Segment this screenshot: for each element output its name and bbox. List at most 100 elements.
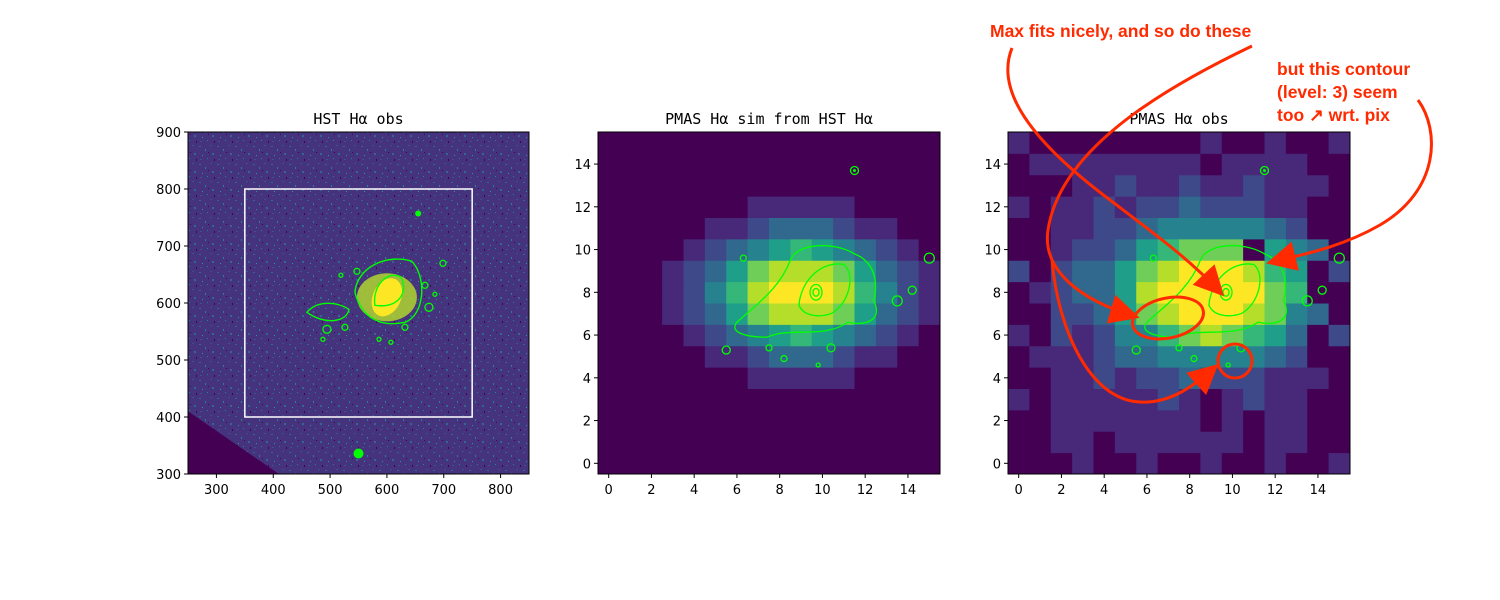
pixel xyxy=(598,238,620,261)
circle-small-blob xyxy=(1216,342,1254,380)
pixel xyxy=(619,196,642,218)
y-tick-label: 0 xyxy=(993,457,1001,472)
pixel xyxy=(1307,260,1330,283)
pixel xyxy=(1264,132,1287,154)
pixel xyxy=(918,303,941,325)
pixel xyxy=(790,153,813,176)
pixel xyxy=(833,367,855,389)
pixel xyxy=(790,431,813,454)
pixel xyxy=(1264,367,1287,389)
pixel xyxy=(918,174,941,197)
contour-clump xyxy=(439,259,447,267)
pixel xyxy=(897,452,920,475)
pixel xyxy=(1179,153,1201,176)
pixel xyxy=(1072,132,1094,154)
pixel xyxy=(1200,324,1223,347)
pixel xyxy=(1307,281,1330,304)
plot-frame xyxy=(597,131,941,475)
pixel xyxy=(1221,388,1244,411)
x-tick-label: 10 xyxy=(814,483,831,498)
pixel xyxy=(747,409,770,432)
x-tick-label: 8 xyxy=(1186,483,1194,498)
pixel xyxy=(619,324,642,347)
x-tick-label: 700 xyxy=(431,483,456,498)
contour-clump xyxy=(815,362,821,368)
pixel xyxy=(790,174,813,197)
pixel xyxy=(790,324,813,347)
pixel xyxy=(1200,132,1223,154)
pixel xyxy=(683,431,706,454)
pixel xyxy=(1200,431,1223,454)
pixel xyxy=(1093,153,1116,176)
pixel xyxy=(897,431,920,454)
pixel xyxy=(1136,281,1159,304)
contour-clump xyxy=(388,339,394,345)
y-tick-label: 0 xyxy=(583,457,591,472)
pixel xyxy=(683,238,706,261)
pixel xyxy=(726,238,749,261)
contour-outer xyxy=(354,258,423,325)
pixel xyxy=(811,196,834,218)
pixel xyxy=(1243,324,1265,347)
contour-peak xyxy=(812,287,820,297)
pixel xyxy=(769,409,791,432)
y-tick-label: 6 xyxy=(583,329,591,344)
pixel xyxy=(726,153,749,176)
pixel xyxy=(1328,345,1351,368)
pixel xyxy=(619,367,642,389)
pixel xyxy=(1328,281,1351,304)
pixel xyxy=(1050,238,1073,261)
pixel xyxy=(769,260,791,283)
pixel xyxy=(1008,132,1030,154)
pixel xyxy=(897,367,920,389)
contour-clump xyxy=(1149,254,1157,262)
pixel xyxy=(1114,153,1137,176)
annotation-right-3: too ↗ wrt. pix xyxy=(1277,105,1390,125)
pixel xyxy=(1093,388,1116,411)
x-tick-label: 10 xyxy=(1224,483,1241,498)
pixel xyxy=(598,431,620,454)
pixel xyxy=(1264,217,1287,240)
contour-clump xyxy=(1317,285,1327,295)
pixel xyxy=(1307,217,1330,240)
pixel xyxy=(640,174,663,197)
pixel xyxy=(747,367,770,389)
pixel xyxy=(1072,324,1094,347)
pixel xyxy=(1221,132,1244,154)
arrow-to-small-blob xyxy=(1050,259,1219,404)
x-tick-label: 2 xyxy=(1057,483,1065,498)
pixel xyxy=(1285,153,1308,176)
pixel xyxy=(640,409,663,432)
pixel xyxy=(598,367,620,389)
pixel xyxy=(875,452,898,475)
x-tick-label: 500 xyxy=(318,483,343,498)
pixel xyxy=(1264,452,1287,475)
pixel xyxy=(747,217,770,240)
pixel xyxy=(811,388,834,411)
pixel xyxy=(1008,196,1030,218)
pixel xyxy=(1072,153,1094,176)
contour-clump xyxy=(1259,165,1270,176)
pixel xyxy=(640,431,663,454)
pixel xyxy=(1179,345,1201,368)
pixel xyxy=(1050,132,1073,154)
pixel xyxy=(1264,238,1287,261)
pixel xyxy=(1157,153,1180,176)
contour-clump xyxy=(322,324,332,334)
pixel xyxy=(1157,260,1180,283)
pixel xyxy=(1029,174,1052,197)
pixel xyxy=(854,132,877,154)
pixel xyxy=(811,324,834,347)
pixel xyxy=(833,345,855,368)
pixel xyxy=(1114,238,1137,261)
pixel xyxy=(619,217,642,240)
y-tick-label: 10 xyxy=(574,244,591,259)
pixel xyxy=(1050,431,1073,454)
pixel xyxy=(598,260,620,283)
pixel xyxy=(747,174,770,197)
pixel xyxy=(1221,174,1244,197)
pixel xyxy=(1093,431,1116,454)
contour-clump xyxy=(1301,295,1313,307)
pixel xyxy=(1307,367,1330,389)
pixel xyxy=(1114,260,1137,283)
